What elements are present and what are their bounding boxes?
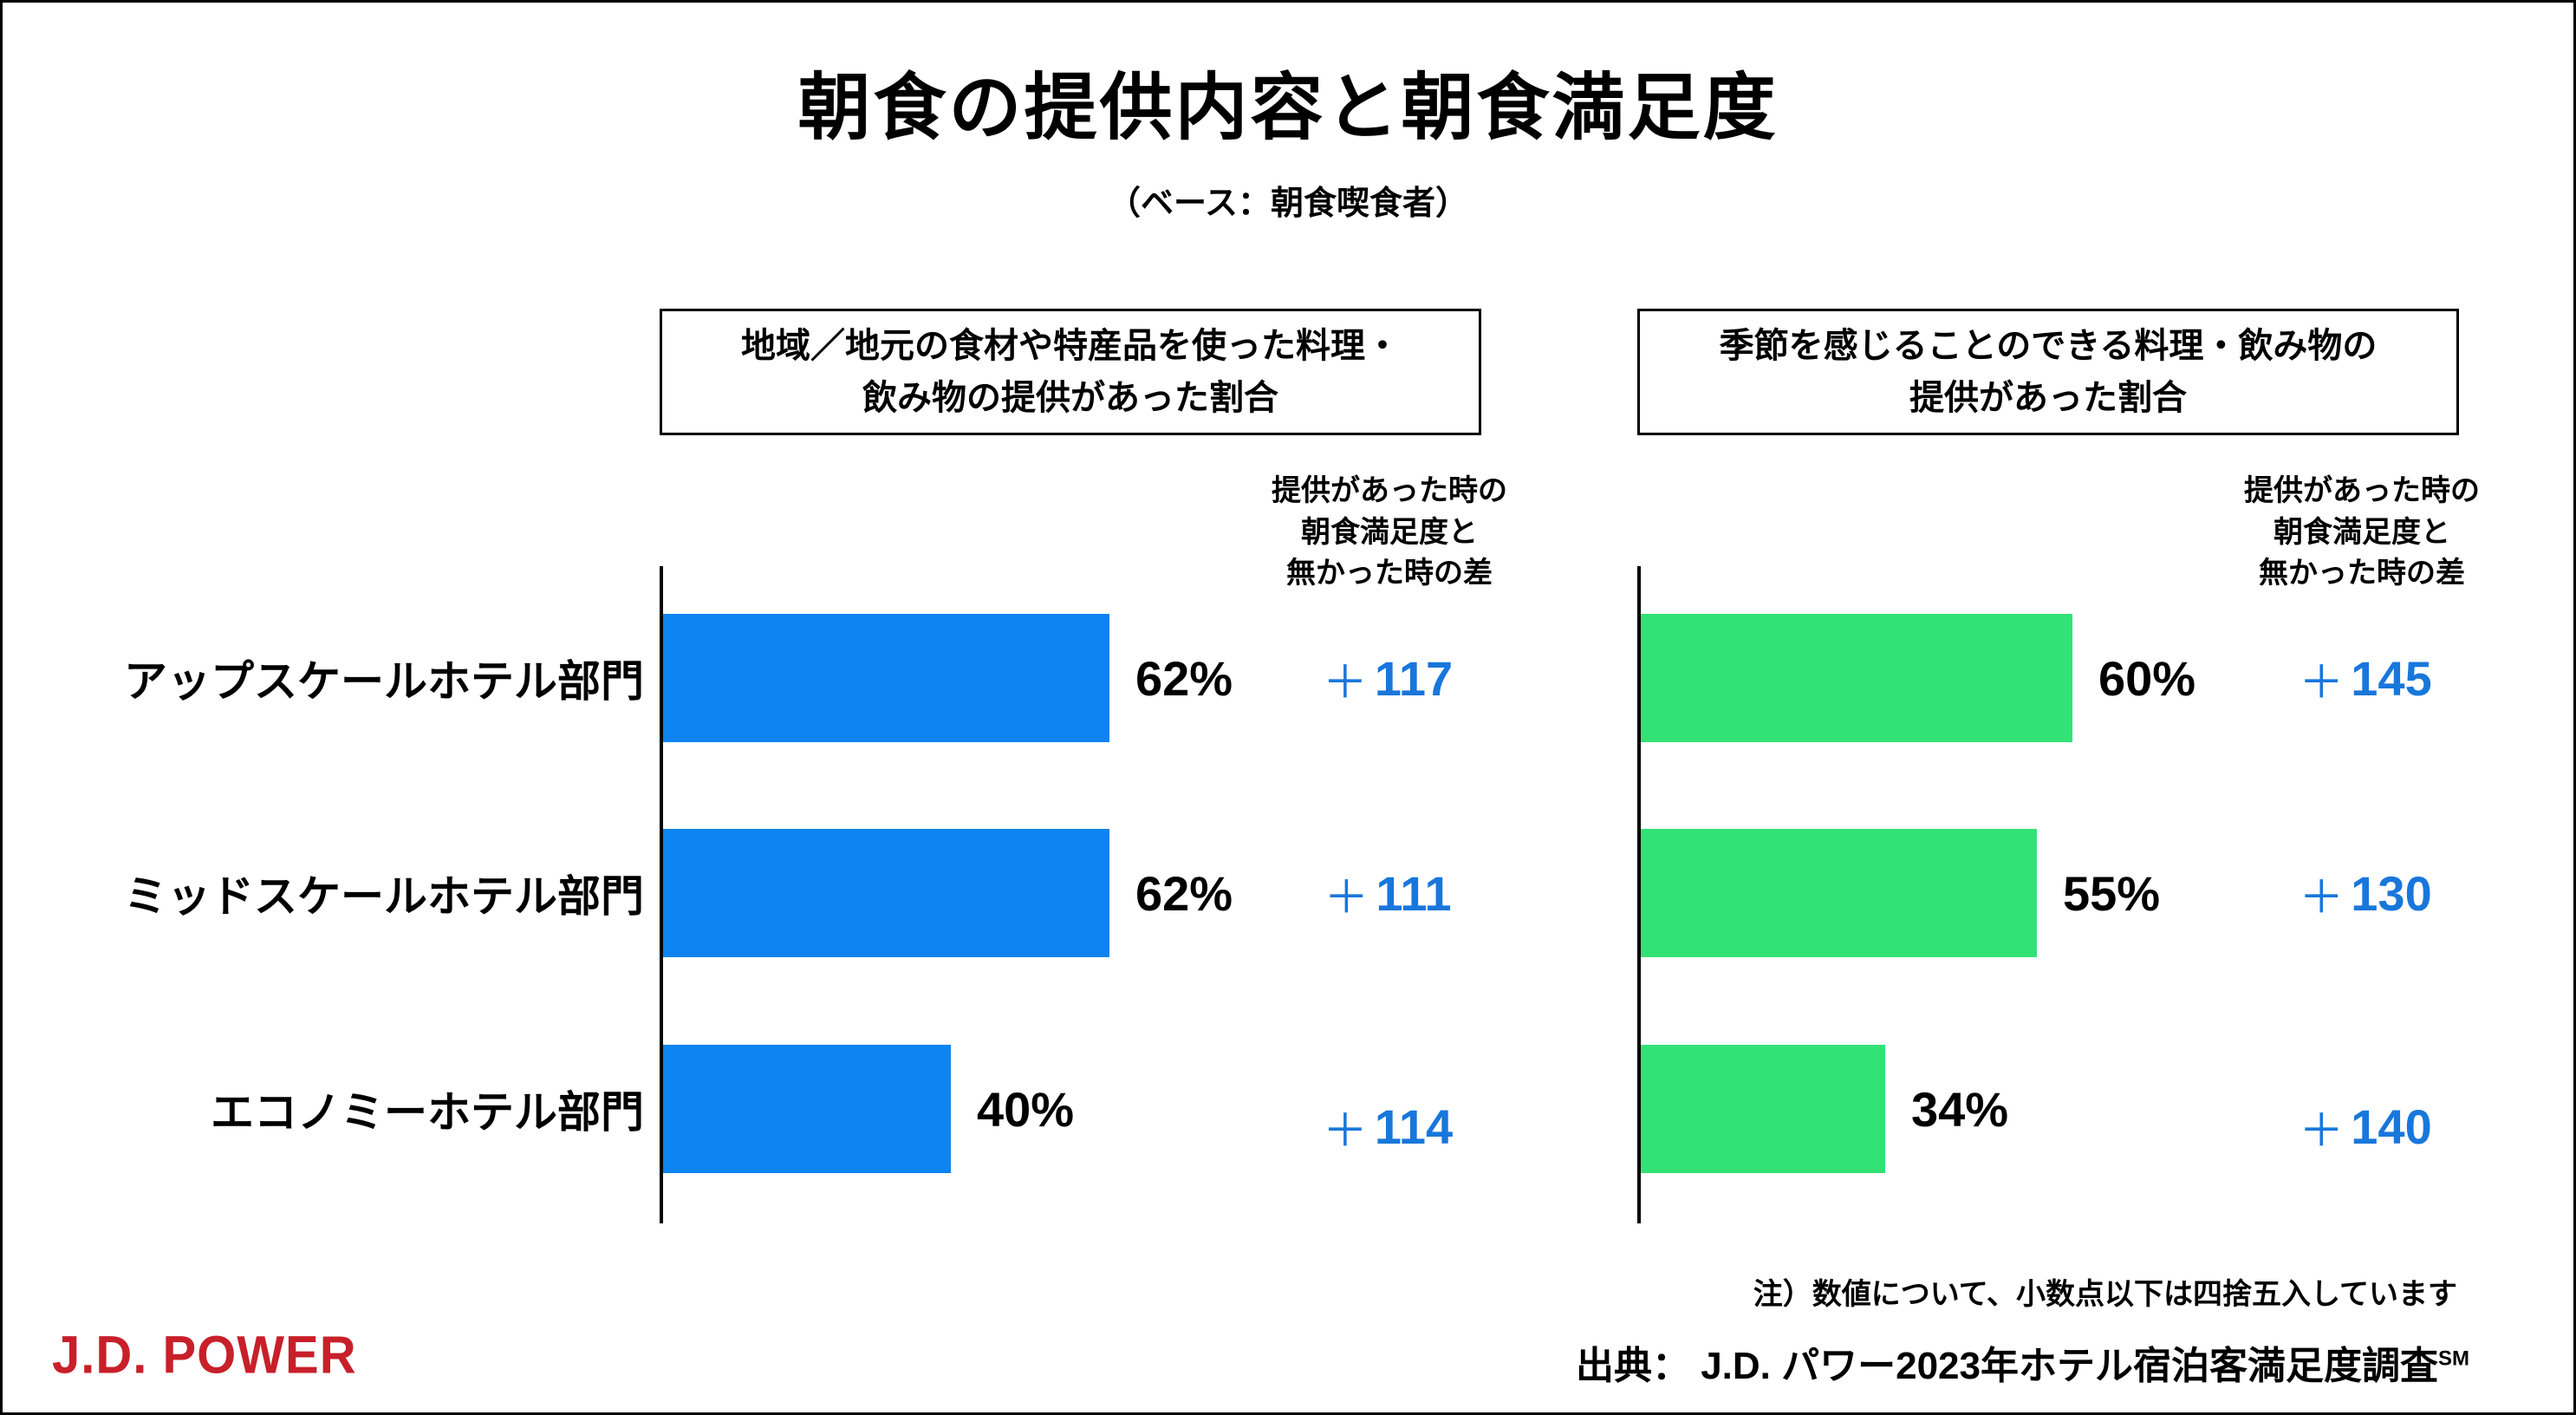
diff-label-left-midscale: ＋ 111 xyxy=(1258,829,1518,957)
panel-right-diff-header-line-1: 提供があった時の xyxy=(2244,474,2480,507)
bar-right-upscale xyxy=(1641,614,2072,742)
bar-left-upscale xyxy=(663,614,1109,742)
diff-value-right-economy: 140 xyxy=(2351,1099,2432,1154)
diff-label-left-economy: ＋ 114 xyxy=(1258,1062,1518,1190)
value-label-left-upscale: 62% xyxy=(1135,650,1233,706)
value-label-right-upscale: 60% xyxy=(2098,650,2196,706)
chart-subtitle: （ベース：朝食喫食者） xyxy=(1107,186,1469,222)
value-label-left-economy: 40% xyxy=(977,1081,1075,1137)
diff-value-left-economy: 114 xyxy=(1374,1099,1454,1154)
panel-left-axis-line xyxy=(660,566,663,1223)
rounding-note: 注）数値について、小数点以下は四捨五入しています xyxy=(1753,1278,2457,1311)
category-label-midscale: ミッドスケールホテル部門 xyxy=(124,872,644,921)
value-label-right-economy: 34% xyxy=(1911,1081,2009,1137)
diff-value-right-upscale: 145 xyxy=(2351,650,2432,706)
source-text: 出典： J.D. パワー2023年ホテル宿泊客満足度調査SM xyxy=(1576,1334,2469,1390)
category-label-upscale: アップスケールホテル部門 xyxy=(124,657,644,706)
bar-left-economy xyxy=(663,1045,951,1173)
panel-left-header-line-2: 飲み物の提供があった割合 xyxy=(862,379,1278,417)
panel-right-axis-line xyxy=(1637,566,1641,1223)
jdpower-logo: J.D. POWER xyxy=(52,1325,357,1385)
panel-right-header-line-2: 提供があった割合 xyxy=(1909,379,2187,417)
diff-value-right-midscale: 130 xyxy=(2351,865,2432,921)
source-main: 出典： J.D. パワー2023年ホテル宿泊客満足度調査 xyxy=(1575,1345,2438,1387)
diff-label-left-upscale: ＋ 117 xyxy=(1258,614,1518,742)
plus-sign: ＋ xyxy=(1322,1105,1368,1157)
source-sm-superscript: SM xyxy=(2438,1347,2469,1371)
bar-right-economy xyxy=(1641,1045,1885,1173)
diff-value-left-upscale: 117 xyxy=(1374,650,1454,706)
panel-right-diff-header-line-2: 朝食満足度と xyxy=(2274,515,2450,549)
value-label-left-midscale: 62% xyxy=(1135,865,1233,921)
diff-label-right-midscale: ＋ 130 xyxy=(2235,829,2495,957)
panel-left-chart: 62% 62% 40% ＋ 117 ＋ 111 ＋ 114 xyxy=(660,566,1691,1223)
bar-left-midscale xyxy=(663,829,1109,957)
plus-sign: ＋ xyxy=(2299,657,2345,708)
panel-right-header-line-1: 季節を感じることのできる料理・飲み物の xyxy=(1719,327,2378,365)
panel-left-header-box: 地域／地元の食材や特産品を使った料理・ 飲み物の提供があった割合 xyxy=(660,309,1481,435)
panel-right-diff-header: 提供があった時の 朝食満足度と 無かった時の差 xyxy=(2163,471,2561,595)
plus-sign: ＋ xyxy=(1324,872,1369,923)
plus-sign: ＋ xyxy=(2299,1105,2345,1157)
panel-left-diff-header-line-2: 朝食満足度と xyxy=(1301,515,1478,549)
diff-label-right-economy: ＋ 140 xyxy=(2235,1062,2495,1190)
chart-title: 朝食の提供内容と朝食満足度 xyxy=(797,67,1779,148)
panel-right-chart: 60% 55% 34% ＋ 145 ＋ 130 ＋ 140 xyxy=(1637,566,2573,1223)
panel-left-header-line-1: 地域／地元の食材や特産品を使った料理・ xyxy=(741,327,1400,365)
panel-left-diff-header: 提供があった時の 朝食満足度と 無かった時の差 xyxy=(1190,471,1589,595)
panel-right-diff-header-line-3: 無かった時の差 xyxy=(2259,557,2465,590)
plus-sign: ＋ xyxy=(2299,872,2345,923)
panel-right-header-box: 季節を感じることのできる料理・飲み物の 提供があった割合 xyxy=(1637,309,2459,435)
diff-value-left-midscale: 111 xyxy=(1376,865,1452,921)
diff-label-right-upscale: ＋ 145 xyxy=(2235,614,2495,742)
value-label-right-midscale: 55% xyxy=(2063,865,2161,921)
category-label-economy: エコノミーホテル部門 xyxy=(211,1088,644,1137)
bar-right-midscale xyxy=(1641,829,2037,957)
panel-left-diff-header-line-3: 無かった時の差 xyxy=(1286,557,1493,590)
panel-left-diff-header-line-1: 提供があった時の xyxy=(1272,474,1507,507)
plus-sign: ＋ xyxy=(1322,657,1368,708)
